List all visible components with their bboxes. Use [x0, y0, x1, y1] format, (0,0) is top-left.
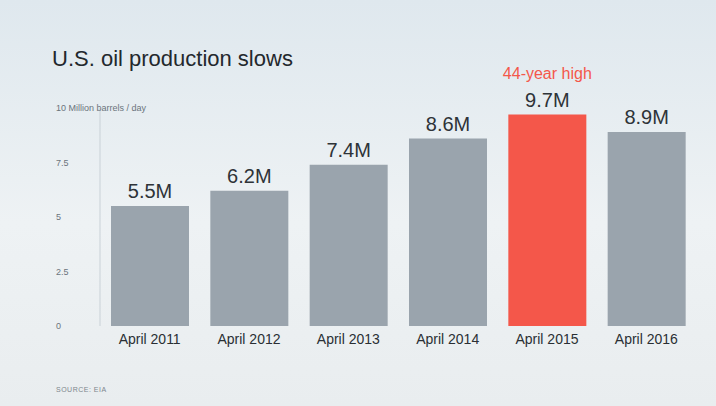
- svg-text:5.5M: 5.5M: [128, 180, 172, 202]
- svg-text:April 2013: April 2013: [317, 331, 380, 347]
- svg-text:0: 0: [56, 321, 61, 331]
- svg-text:7.4M: 7.4M: [326, 139, 370, 161]
- svg-text:April 2012: April 2012: [217, 331, 280, 347]
- svg-text:7.5: 7.5: [56, 158, 69, 168]
- svg-text:5: 5: [56, 212, 61, 222]
- svg-text:9.7M: 9.7M: [525, 89, 569, 111]
- svg-text:2.5: 2.5: [56, 267, 69, 277]
- svg-text:April 2016: April 2016: [615, 331, 678, 347]
- svg-text:April 2011: April 2011: [119, 331, 181, 347]
- svg-text:April 2014: April 2014: [416, 331, 479, 347]
- svg-text:6.2M: 6.2M: [227, 165, 271, 187]
- html-text:SOURCE: EIA: SOURCE: EIA: [56, 386, 107, 393]
- svg-text:44-year high: 44-year high: [503, 65, 592, 82]
- svg-text:April 2015: April 2015: [515, 331, 578, 347]
- svg-text:10 Million barrels / day: 10 Million barrels / day: [56, 103, 147, 113]
- svg-text:8.6M: 8.6M: [426, 113, 470, 135]
- svg-text:8.9M: 8.9M: [624, 106, 668, 128]
- html-text:U.S. oil production slows: U.S. oil production slows: [52, 46, 293, 71]
